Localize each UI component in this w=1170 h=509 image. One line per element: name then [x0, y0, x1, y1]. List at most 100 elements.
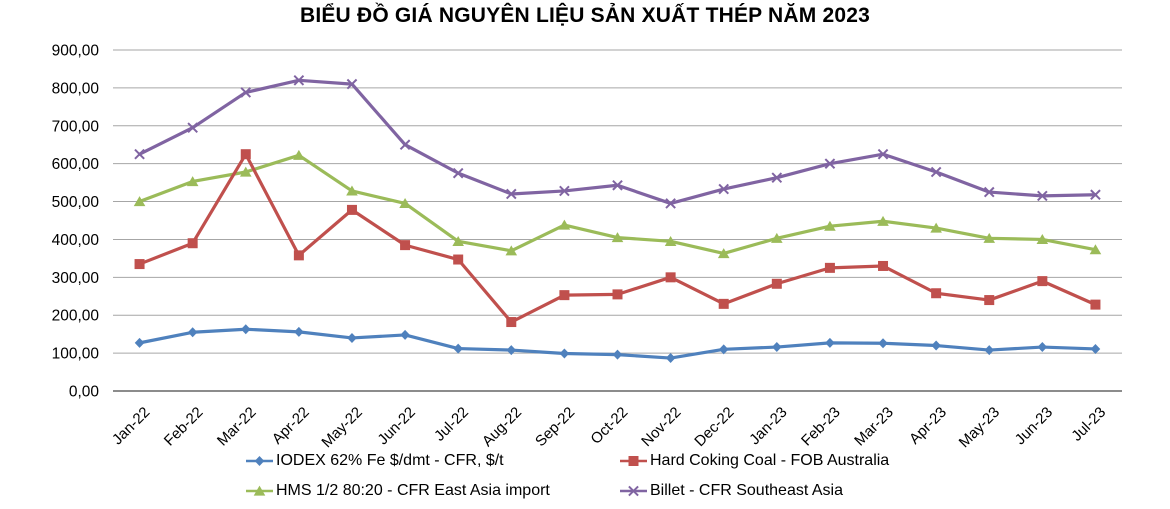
legend-marker-x-icon	[620, 485, 647, 497]
data-point-square	[878, 260, 889, 271]
data-point-triangle	[133, 196, 146, 207]
y-axis-tick-label: 600,00	[52, 156, 100, 173]
data-point-square	[346, 204, 357, 215]
data-point-x	[134, 148, 145, 160]
x-axis-tick-label: Nov-22	[638, 404, 684, 450]
data-point-x	[628, 485, 639, 497]
data-point-diamond	[187, 327, 198, 338]
data-point-square	[665, 272, 676, 283]
data-point-triangle	[253, 485, 266, 496]
data-point-diamond	[878, 338, 888, 349]
x-axis-tick-label: Feb-23	[798, 404, 844, 450]
x-axis-tick-label: Feb-22	[161, 404, 207, 450]
data-point-triangle	[717, 248, 730, 259]
chart-legend: IODEX 62% Fe $/dmt - CFR, $/t Hard Coking…	[246, 452, 889, 500]
x-axis-tick-label: Mar-23	[851, 404, 897, 450]
series-diamond	[134, 324, 1101, 364]
data-point-triangle	[346, 185, 358, 196]
data-point-square	[612, 289, 623, 300]
x-axis-tick-label: Oct-22	[587, 404, 631, 448]
x-axis-tick-label: Dec-22	[691, 404, 737, 450]
legend-marker-square-icon	[620, 456, 647, 466]
data-point-triangle	[877, 215, 889, 226]
data-point-x	[293, 75, 305, 86]
x-axis-tick-label: Apr-22	[269, 404, 313, 448]
data-point-triangle	[930, 222, 942, 233]
data-point-square	[931, 288, 942, 299]
data-point-diamond	[612, 349, 623, 360]
chart-title: BIỂU ĐỒ GIÁ NGUYÊN LIỆU SẢN XUẤT THÉP NĂ…	[299, 4, 871, 27]
x-axis-tick-label: May-22	[318, 404, 365, 451]
data-point-square	[134, 259, 145, 270]
data-point-x	[240, 87, 252, 98]
x-axis-tick-label: Mar-22	[214, 404, 260, 450]
series-x	[134, 75, 1101, 209]
data-point-triangle	[293, 149, 305, 160]
legend-label: Hard Coking Coal - FOB Australia	[650, 452, 890, 469]
legend-item: IODEX 62% Fe $/dmt - CFR, $/t	[246, 452, 620, 470]
data-point-triangle	[611, 232, 624, 243]
data-point-x	[665, 198, 676, 209]
data-point-square	[240, 149, 251, 160]
data-point-square	[187, 238, 198, 249]
legend-label: Billet - CFR Southeast Asia	[650, 482, 843, 499]
data-point-x	[1037, 190, 1048, 202]
data-point-square	[718, 298, 729, 309]
data-point-triangle	[1089, 244, 1102, 255]
legend-item: Billet - CFR Southeast Asia	[620, 482, 889, 500]
data-point-x	[346, 78, 358, 90]
data-point-diamond	[665, 353, 676, 364]
x-axis-tick-label: Jun-23	[1012, 404, 1056, 448]
legend-item: Hard Coking Coal - FOB Australia	[620, 452, 889, 470]
data-point-square	[628, 456, 639, 466]
data-point-diamond	[1037, 342, 1048, 353]
data-point-triangle	[558, 219, 571, 230]
data-point-square	[984, 295, 995, 306]
data-point-triangle	[664, 235, 677, 246]
legend-label: HMS 1/2 80:20 - CFR East Asia import	[276, 482, 550, 499]
data-point-square	[824, 262, 835, 273]
series-triangle	[133, 149, 1102, 259]
legend-marker-diamond-icon	[246, 456, 273, 466]
data-point-x	[983, 186, 995, 198]
data-point-triangle	[399, 198, 411, 209]
data-point-triangle	[983, 232, 996, 243]
y-axis-tick-label: 200,00	[52, 308, 100, 325]
y-axis-tick-label: 400,00	[52, 232, 100, 249]
y-axis-tick-label: 800,00	[52, 80, 100, 97]
data-point-diamond	[772, 342, 782, 353]
y-axis-tick-label: 900,00	[52, 43, 100, 60]
data-point-x	[452, 167, 464, 179]
data-point-triangle	[771, 232, 783, 243]
data-point-square	[506, 317, 517, 328]
y-axis-tick-label: 700,00	[52, 118, 100, 135]
x-axis-tick-label: Apr-23	[906, 404, 950, 448]
data-point-triangle	[452, 235, 464, 246]
data-point-diamond	[506, 345, 517, 356]
data-point-diamond	[453, 343, 463, 354]
data-point-square	[1090, 299, 1101, 310]
data-point-triangle	[1036, 234, 1049, 245]
data-point-triangle	[824, 220, 836, 231]
data-point-diamond	[240, 324, 251, 335]
data-point-diamond	[400, 329, 410, 340]
legend-label: IODEX 62% Fe $/dmt - CFR, $/t	[276, 452, 504, 469]
data-point-diamond	[825, 337, 835, 348]
data-point-x	[399, 139, 411, 151]
data-point-diamond	[718, 344, 729, 355]
data-point-x	[824, 158, 836, 169]
y-axis-tick-label: 500,00	[52, 194, 100, 211]
data-point-diamond	[294, 326, 304, 337]
data-point-x	[718, 183, 730, 195]
x-axis-tick-label: Jun-22	[374, 404, 418, 448]
y-axis-tick-label: 300,00	[52, 270, 100, 287]
data-point-diamond	[931, 340, 941, 351]
data-point-x	[187, 122, 198, 133]
data-point-diamond	[347, 332, 357, 343]
legend-item: HMS 1/2 80:20 - CFR East Asia import	[246, 482, 620, 500]
data-point-square	[453, 254, 464, 265]
y-axis-tick-label: 0,00	[69, 384, 100, 401]
x-axis-tick-label: Jan-23	[746, 404, 790, 448]
